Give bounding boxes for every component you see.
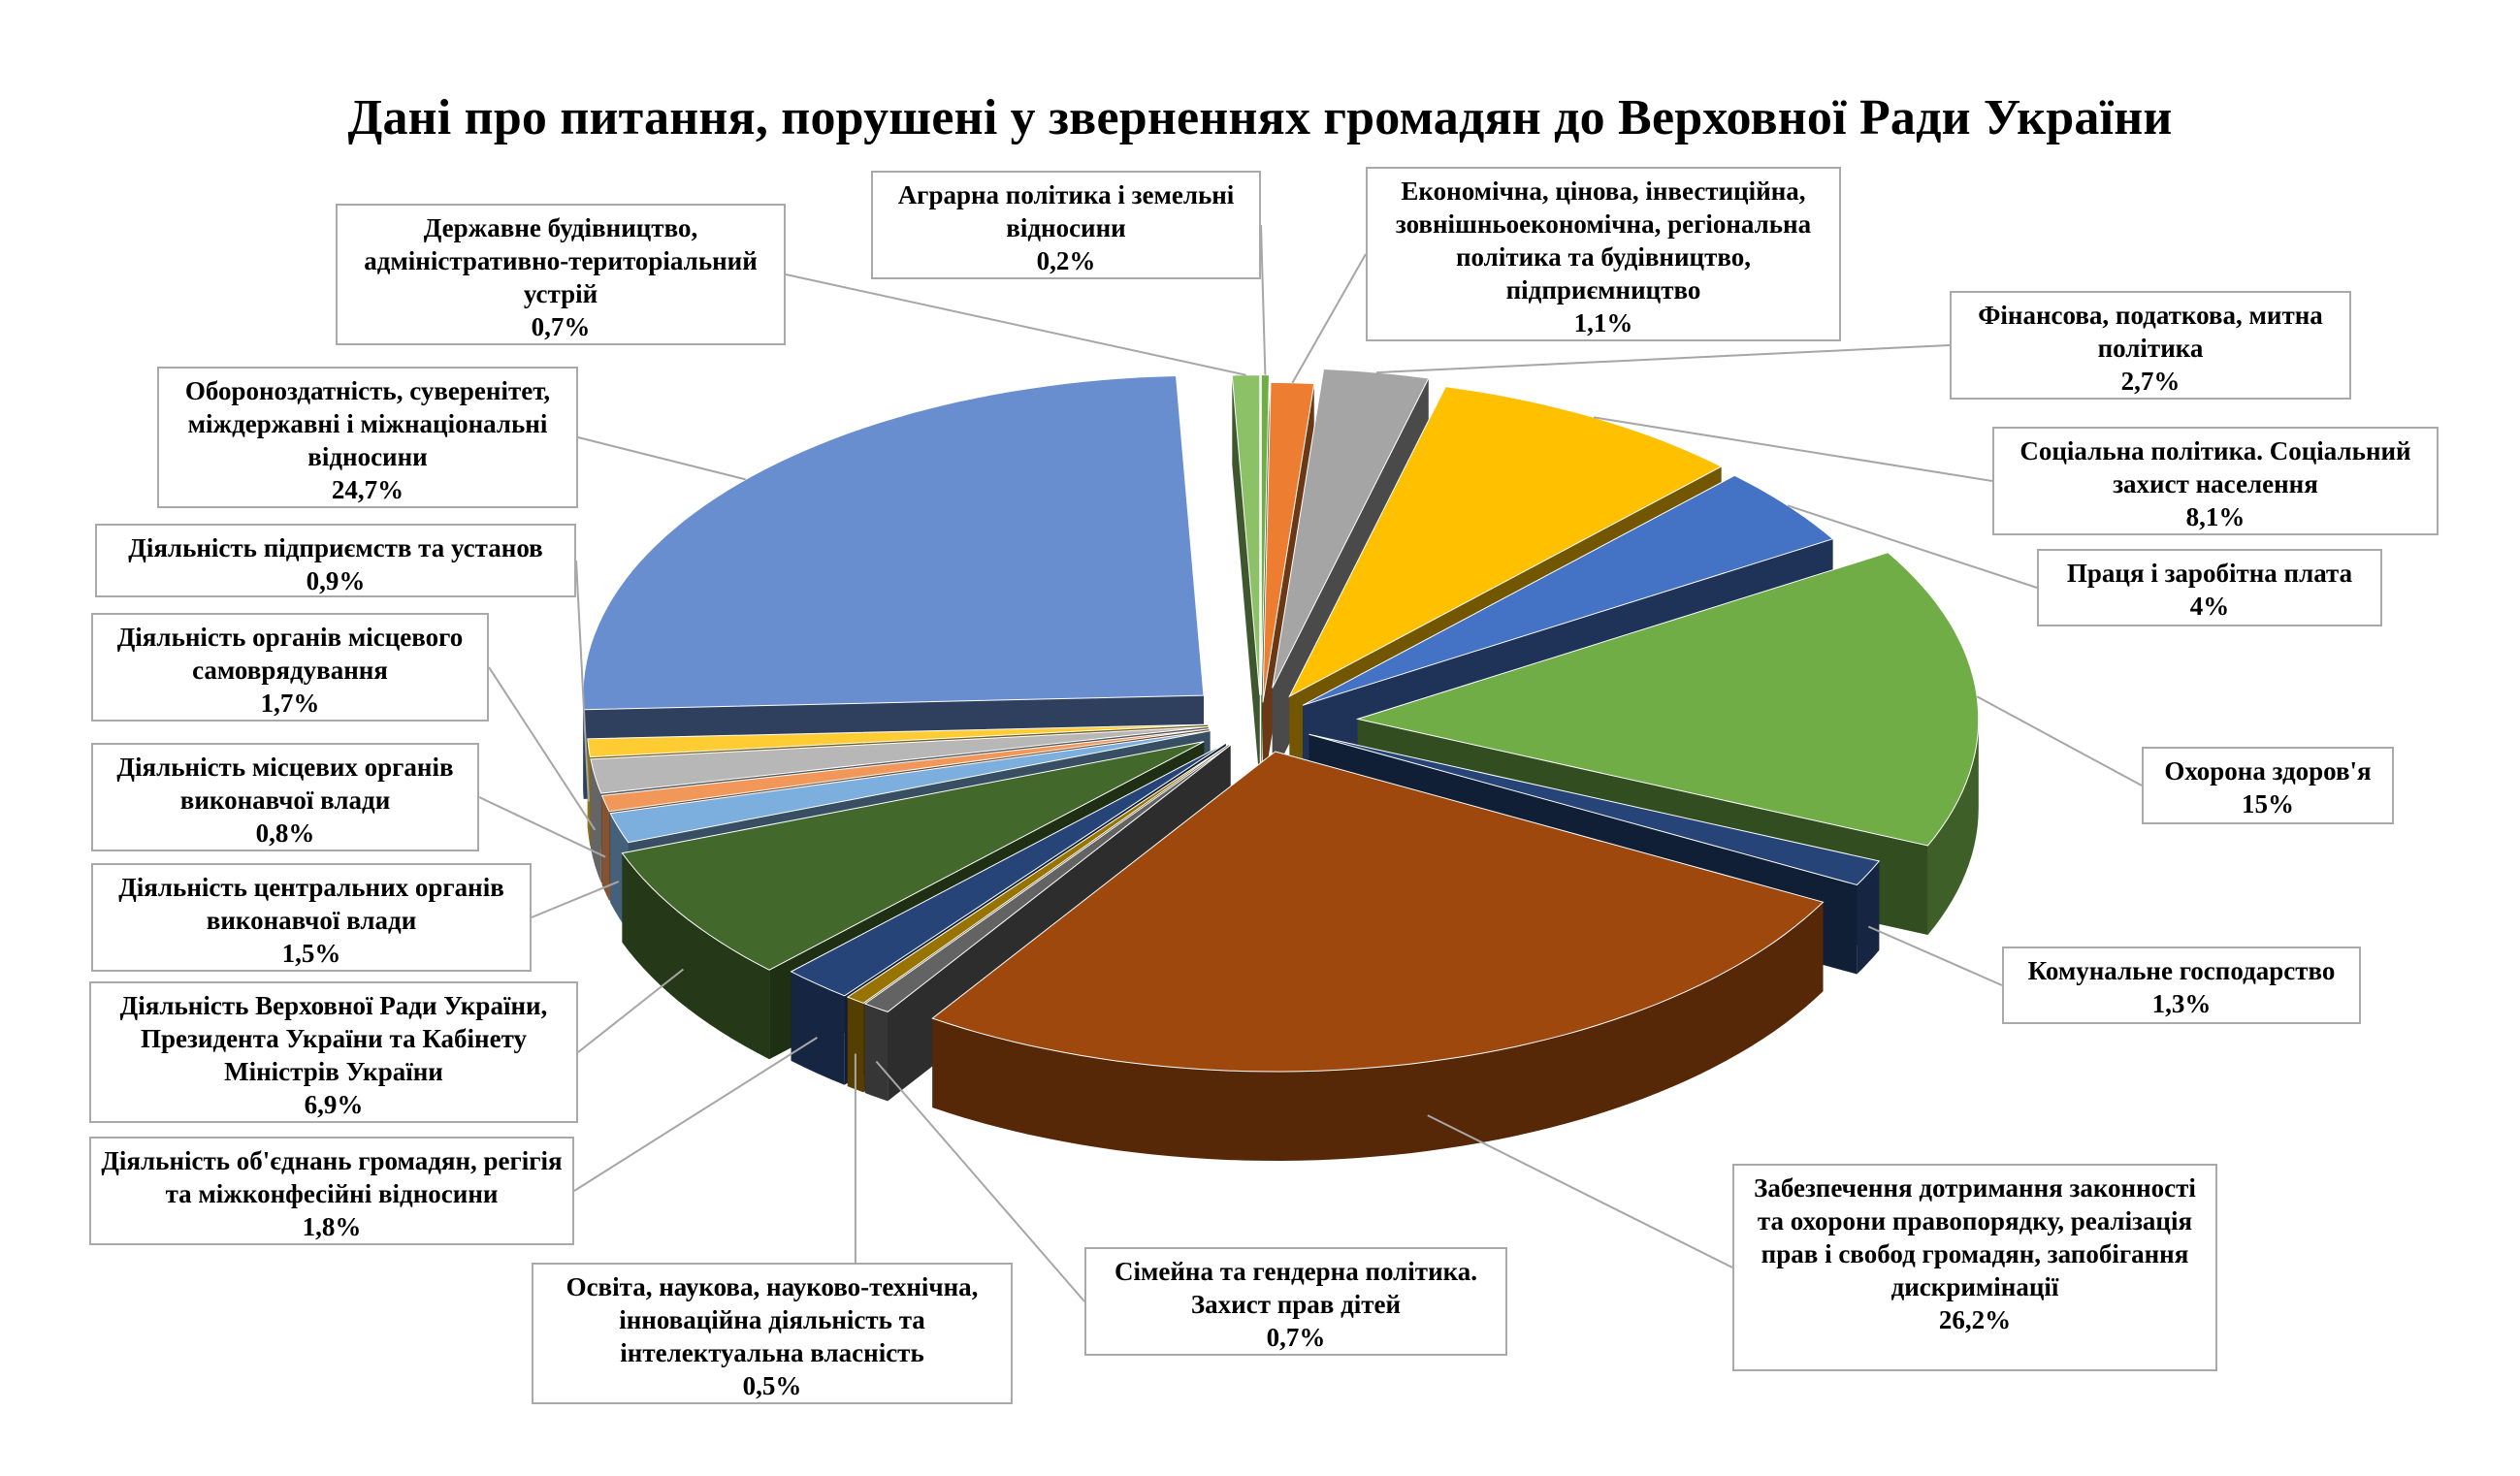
- pie-slice: [621, 741, 1205, 971]
- leader-line: [1976, 695, 2143, 786]
- data-label: Обороноздатність, суверенітет, міждержав…: [157, 367, 578, 508]
- data-label-value: 0,7%: [531, 312, 591, 341]
- leader-line: [488, 666, 597, 831]
- leader-line: [577, 968, 685, 1053]
- data-label: Діяльність Верховної Ради України, Прези…: [89, 981, 578, 1123]
- slice-side: [622, 852, 770, 1060]
- data-label-text: Державне будівництво, адміністративно-те…: [364, 213, 758, 308]
- leader-line: [577, 436, 746, 481]
- pie-slice: [790, 742, 1227, 997]
- data-label-value: 24,7%: [331, 475, 404, 504]
- slice-side: [1857, 860, 1880, 975]
- leader-line: [1427, 1114, 1733, 1268]
- data-label-text: Комунальне господарство: [2027, 956, 2336, 985]
- leader-line: [575, 560, 590, 802]
- data-label-value: 8,1%: [2185, 502, 2245, 531]
- data-label-text: Фінансова, податкова, митна політика: [1978, 301, 2323, 363]
- data-label-text: Сімейна та гендерна політика. Захист пра…: [1114, 1257, 1478, 1319]
- data-label: Державне будівництво, адміністративно-те…: [336, 204, 786, 345]
- pie-slice: [609, 730, 1211, 844]
- data-label-value: 0,8%: [255, 818, 315, 848]
- data-label-value: 15%: [2242, 789, 2294, 818]
- leader-line: [875, 1060, 1085, 1302]
- data-label-text: Праця і заробітна плата: [2066, 559, 2353, 588]
- data-label-value: 4%: [2189, 592, 2230, 621]
- pie-slice: [590, 725, 1209, 794]
- data-label-text: Обороноздатність, суверенітет, міждержав…: [184, 376, 551, 471]
- data-label-text: Освіта, наукова, науково-технічна, іннов…: [565, 1272, 979, 1367]
- data-label-text: Діяльність органів місцевого самоврядува…: [116, 623, 464, 685]
- data-label: Діяльність об'єднань громадян, регігія т…: [89, 1137, 574, 1245]
- data-label-value: 0,7%: [1266, 1323, 1326, 1352]
- leader-line: [1260, 224, 1267, 375]
- data-label-value: 1,5%: [281, 939, 341, 968]
- data-label-value: 1,8%: [302, 1212, 362, 1241]
- pie-slice: [846, 744, 1230, 1004]
- data-label-text: Забезпечення дотримання законності та ох…: [1754, 1173, 2196, 1301]
- leader-line: [785, 273, 1246, 376]
- data-label: Охорона здоров'я 15%: [2142, 747, 2394, 824]
- data-label: Сімейна та гендерна політика. Захист пра…: [1084, 1247, 1507, 1356]
- leader-line: [1867, 925, 2003, 986]
- slice-side: [583, 695, 584, 799]
- data-label: Освіта, наукова, науково-технічна, іннов…: [532, 1263, 1013, 1404]
- slice-side: [601, 795, 610, 901]
- slice-side: [932, 902, 1824, 1161]
- data-label: Забезпечення дотримання законності та ох…: [1732, 1164, 2217, 1371]
- leader-line: [1787, 504, 2038, 589]
- leader-line: [1291, 253, 1367, 384]
- data-label-text: Діяльність Верховної Ради України, Прези…: [119, 991, 548, 1086]
- data-label-value: 0,5%: [742, 1371, 802, 1400]
- slice-side: [847, 997, 864, 1093]
- data-label: Соціальна політика. Соціальний захист на…: [1992, 427, 2439, 535]
- data-label-text: Діяльність об'єднань громадян, регігія т…: [101, 1146, 563, 1208]
- pie-slice: [582, 374, 1205, 711]
- slice-side: [1927, 719, 1979, 935]
- chart-title: Дані про питання, порушені у зверненнях …: [347, 90, 2173, 145]
- leader-line: [573, 1037, 818, 1192]
- pie-slice: [863, 744, 1231, 1012]
- slice-side: [864, 1004, 888, 1102]
- pie-slice: [600, 728, 1210, 813]
- data-label-text: Діяльність місцевих органів виконавчої в…: [116, 753, 454, 815]
- leader-line: [1593, 416, 1993, 482]
- slice-side: [791, 971, 845, 1085]
- data-label-value: 0,9%: [306, 566, 366, 595]
- data-label-text: Соціальна політика. Соціальний захист на…: [2019, 436, 2411, 498]
- data-label-text: Охорона здоров'я: [2164, 756, 2372, 786]
- pie-slice: [1231, 374, 1261, 695]
- leader-line: [531, 881, 620, 918]
- pie-slice: [1302, 474, 1834, 706]
- data-label: Праця і заробітна плата 4%: [2037, 549, 2382, 626]
- pie-slice: [931, 751, 1825, 1073]
- data-label-value: 6,9%: [304, 1090, 364, 1119]
- data-label: Діяльність центральних органів виконавчо…: [91, 863, 532, 972]
- data-label: Діяльність органів місцевого самоврядува…: [91, 613, 489, 722]
- data-label-value: 26,2%: [1938, 1305, 2012, 1334]
- pie-slice: [587, 723, 1209, 758]
- data-label: Комунальне господарство 1,3%: [2002, 947, 2361, 1024]
- data-label-value: 1,1%: [1573, 308, 1633, 337]
- data-label: Фінансова, податкова, митна політика 2,7%: [1950, 291, 2351, 400]
- leader-line: [1376, 344, 1951, 374]
- data-label: Діяльність підприємств та установ 0,9%: [95, 524, 576, 597]
- leader-line: [478, 796, 606, 858]
- data-label: Аграрна політика і земельні відносини 0,2…: [871, 171, 1261, 279]
- data-label-text: Діяльність підприємств та установ: [128, 533, 543, 562]
- data-label-text: Аграрна політика і земельні відносини: [897, 180, 1235, 242]
- data-label-text: Економічна, цінова, інвестиційна, зовніш…: [1395, 176, 1812, 305]
- pie-slice: [1308, 733, 1881, 886]
- data-label-text: Діяльність центральних органів виконавчо…: [118, 873, 504, 935]
- data-label-value: 2,7%: [2120, 367, 2181, 396]
- data-label-value: 1,7%: [260, 689, 320, 718]
- data-label: Діяльність місцевих органів виконавчої в…: [91, 743, 479, 851]
- data-label-value: 1,3%: [2151, 989, 2212, 1018]
- data-label: Економічна, цінова, інвестиційна, зовніш…: [1366, 167, 1841, 341]
- slice-wall: [1232, 374, 1260, 785]
- data-label-value: 0,2%: [1036, 246, 1096, 275]
